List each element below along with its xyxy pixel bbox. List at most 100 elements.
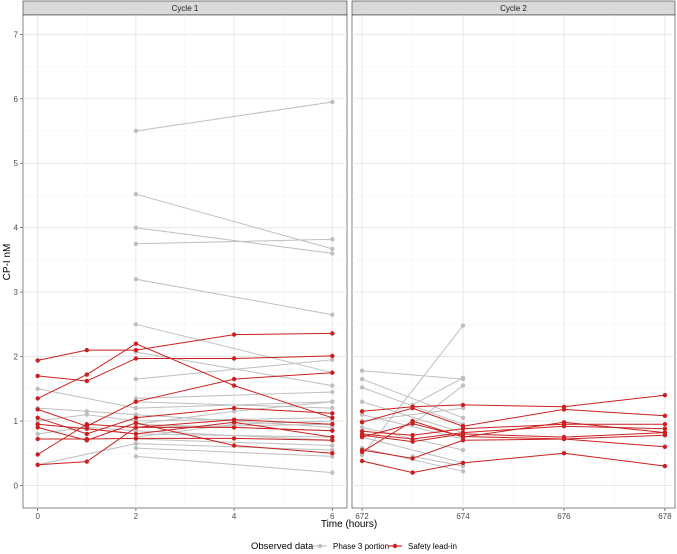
x-tick-label: 6 bbox=[330, 512, 335, 521]
data-point bbox=[410, 456, 415, 461]
data-point bbox=[84, 372, 90, 377]
series-line bbox=[135, 447, 333, 457]
data-point bbox=[133, 431, 139, 437]
data-point bbox=[35, 462, 40, 467]
data-point bbox=[330, 454, 335, 459]
data-point bbox=[231, 417, 237, 422]
data-point bbox=[330, 422, 335, 427]
data-point bbox=[460, 463, 466, 469]
data-point bbox=[330, 237, 335, 242]
data-point bbox=[359, 458, 365, 464]
strip-label-cycle-2: Cycle 2 bbox=[500, 4, 527, 13]
data-point bbox=[231, 425, 237, 430]
data-point bbox=[35, 422, 40, 427]
series-line bbox=[361, 325, 464, 456]
x-ticks-cycle-1: 0 2 4 6 bbox=[36, 508, 335, 521]
data-point bbox=[330, 443, 335, 448]
legend-key-point-safety bbox=[392, 543, 398, 549]
data-point bbox=[662, 393, 668, 398]
data-point bbox=[133, 399, 139, 404]
data-point bbox=[460, 405, 466, 411]
data-point bbox=[359, 376, 365, 382]
data-point bbox=[231, 376, 237, 382]
data-point bbox=[330, 428, 335, 433]
y-tick-label: 7 bbox=[14, 30, 19, 39]
data-point bbox=[330, 399, 335, 404]
series-line bbox=[412, 385, 464, 425]
data-point bbox=[330, 411, 335, 416]
series-line bbox=[135, 391, 333, 399]
series-line bbox=[135, 401, 333, 409]
data-point bbox=[330, 405, 335, 411]
series-line bbox=[361, 378, 464, 419]
data-point bbox=[84, 347, 90, 353]
data-point bbox=[410, 433, 415, 438]
data-point bbox=[133, 445, 139, 451]
data-point bbox=[359, 368, 365, 373]
series-line bbox=[37, 388, 136, 409]
y-tick-label: 6 bbox=[14, 95, 19, 104]
data-point bbox=[330, 389, 335, 395]
data-point bbox=[133, 356, 139, 361]
x-tick-label: 4 bbox=[232, 512, 237, 521]
data-point bbox=[133, 441, 139, 446]
data-point bbox=[84, 431, 90, 437]
y-tick-label: 0 bbox=[14, 481, 19, 490]
series-line bbox=[135, 278, 333, 316]
data-point bbox=[133, 420, 139, 426]
data-point bbox=[662, 463, 668, 469]
series-line bbox=[362, 370, 464, 380]
data-point bbox=[133, 405, 139, 411]
panel-cycle-1: Cycle 1 0 2 4 6 bbox=[22, 0, 348, 521]
data-point bbox=[35, 425, 40, 430]
data-point bbox=[133, 128, 139, 134]
data-point bbox=[330, 451, 335, 456]
series-line bbox=[135, 455, 333, 474]
data-point bbox=[410, 418, 415, 424]
data-point bbox=[359, 453, 365, 458]
data-point bbox=[133, 412, 139, 417]
data-point bbox=[460, 447, 466, 453]
y-axis-title: CP-I nM bbox=[2, 244, 13, 281]
data-point bbox=[330, 331, 335, 336]
y-tick-label: 5 bbox=[14, 159, 19, 168]
data-point bbox=[460, 460, 466, 466]
data-point bbox=[662, 430, 668, 435]
data-point bbox=[133, 341, 139, 346]
legend-title: Observed data bbox=[251, 541, 314, 552]
data-point bbox=[561, 436, 567, 442]
data-point bbox=[84, 412, 90, 417]
data-point bbox=[662, 444, 668, 449]
x-axis-title: Time (hours) bbox=[321, 519, 377, 530]
data-point bbox=[133, 425, 139, 430]
data-point bbox=[330, 370, 335, 375]
series-points-cycle-1 bbox=[35, 99, 335, 475]
data-point bbox=[133, 396, 139, 401]
data-point bbox=[133, 415, 139, 420]
data-point bbox=[359, 409, 365, 414]
data-point bbox=[231, 383, 237, 388]
data-point bbox=[35, 373, 40, 379]
x-tick-label: 0 bbox=[36, 512, 41, 521]
data-point bbox=[662, 422, 668, 427]
data-point bbox=[133, 241, 139, 246]
data-point bbox=[231, 405, 237, 411]
data-point bbox=[35, 415, 40, 420]
y-tick-label: 4 bbox=[14, 224, 19, 233]
data-point bbox=[330, 447, 335, 453]
legend: Observed data Phase 3 portion Safety lea… bbox=[251, 541, 457, 552]
data-point bbox=[460, 402, 466, 408]
data-point bbox=[231, 436, 237, 441]
data-point bbox=[330, 415, 335, 420]
data-point bbox=[460, 323, 466, 328]
data-point bbox=[35, 418, 40, 424]
data-point bbox=[133, 454, 139, 459]
series-line bbox=[412, 377, 464, 406]
gridlines-cycle-2 bbox=[352, 15, 675, 508]
data-point bbox=[330, 312, 335, 317]
data-point bbox=[662, 413, 668, 418]
series-line bbox=[135, 238, 333, 245]
data-point bbox=[460, 426, 466, 431]
data-point bbox=[133, 376, 139, 382]
data-point bbox=[35, 386, 40, 391]
